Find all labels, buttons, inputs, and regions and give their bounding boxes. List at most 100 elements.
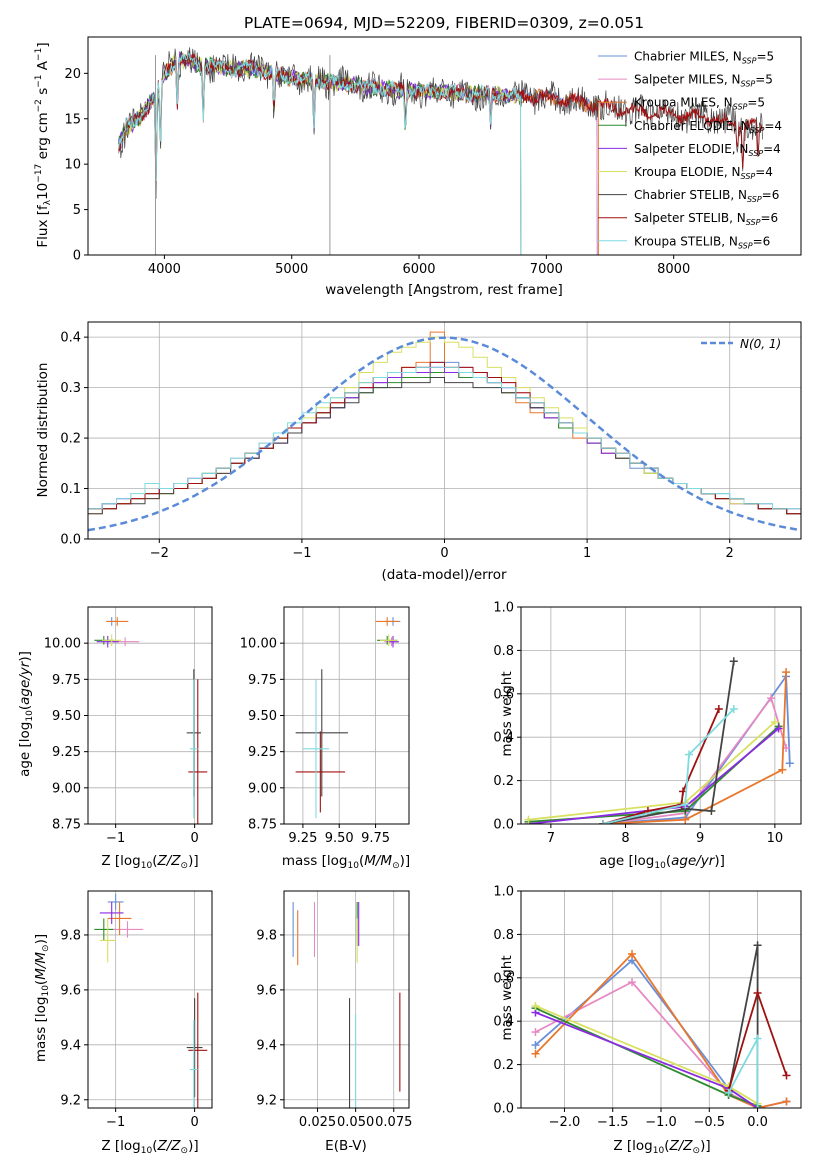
legend-label-km: Kroupa MILES, NSSP=5	[634, 96, 765, 112]
x-tick-label: 0.050	[337, 1115, 374, 1130]
y-tick-label: 10.00	[44, 637, 81, 652]
spectrum-legend: Chabrier MILES, NSSP=5 Salpeter MILES, NS…	[598, 50, 782, 250]
mass-weight-line-ss	[602, 708, 720, 824]
x-tick-label: 9.75	[361, 831, 390, 846]
gauss-legend-label: N(0, 1)	[740, 337, 781, 351]
y-tick-label: 0.4	[493, 1015, 514, 1030]
mwZ-ylabel: mass weight	[499, 955, 515, 1040]
x-tick-label: −1.0	[645, 1115, 677, 1130]
y-tick-label: 5	[73, 203, 81, 218]
histogram-ks	[88, 366, 801, 539]
y-tick-label: 9.6	[256, 983, 277, 998]
x-tick-label: −1	[292, 546, 311, 561]
y-tick-label: 9.00	[248, 781, 277, 796]
x-tick-label: 0.025	[299, 1115, 336, 1130]
ageZ-xlabel: Z [log10(Z/Z⊙)]	[101, 853, 198, 871]
age-vs-mass-panel: 9.25 9.50 9.75 8.75 9.00 9.25 9.50 9.75 10.00	[240, 606, 410, 846]
mwAge-ylabel: mass weight	[499, 671, 515, 756]
errorbar-group	[94, 893, 208, 1108]
y-tick-label: 0.0	[60, 533, 81, 548]
axes-frame	[283, 606, 410, 825]
legend-label-ce: Chabrier ELODIE, NSSP=4	[634, 119, 782, 135]
y-tick-label: 0.2	[493, 774, 514, 789]
gaussian-curve	[88, 336, 801, 532]
y-tick-label: 9.8	[60, 928, 81, 943]
x-tick-label: 10	[767, 831, 784, 846]
y-tick-label: 9.75	[52, 673, 81, 688]
errorbar-group	[94, 617, 208, 824]
legend-label-ks: Kroupa STELIB, NSSP=6	[634, 234, 770, 250]
mwAge-xlabel: age [log10(age/yr)]	[599, 853, 725, 871]
age-vs-Z-panel: −1 0 8.75 9.00 9.25 9.50 9.75 10.00	[44, 606, 213, 846]
legend-label-sm: Salpeter MILES, NSSP=5	[634, 73, 773, 89]
axes-frame	[87, 321, 802, 540]
massZ-ylabel: mass [log10(M/M⊙)]	[33, 934, 51, 1062]
axes-frame	[87, 606, 213, 825]
x-tick-label: 0	[440, 546, 448, 561]
legend-label-cs: Chabrier STELIB, NSSP=6	[634, 188, 779, 204]
histogram-group	[88, 331, 801, 539]
axes-frame	[87, 890, 213, 1109]
axes-frame	[87, 36, 802, 256]
axes-frame	[520, 606, 802, 825]
y-tick-label: 0.3	[60, 381, 81, 396]
y-tick-label: 8.75	[52, 818, 81, 833]
x-tick-label: 0.0	[747, 1115, 768, 1130]
x-tick-label: −1	[106, 831, 125, 846]
y-tick-label: 0	[73, 249, 81, 264]
y-tick-label: 0.8	[493, 928, 514, 943]
y-tick-label: 9.75	[248, 673, 277, 688]
mass-weight-vs-Z-panel: −2.0 −1.5 −1.0 −0.5 0.0 0.0 0.2 0.4 0.6 0.8 1.0	[493, 885, 802, 1130]
x-tick-label: 7	[547, 831, 555, 846]
residuals-legend: N(0, 1)	[701, 337, 781, 351]
y-tick-label: 0.1	[60, 482, 81, 497]
x-tick-label: −1	[106, 1115, 125, 1130]
y-tick-label: 15	[64, 112, 81, 127]
mass-vs-EBV-panel: 0.025 0.050 0.075 9.2 9.4 9.6 9.8	[256, 890, 412, 1130]
massZ-xlabel: Z [log10(Z/Z⊙)]	[101, 1138, 198, 1156]
y-tick-label: 0.2	[60, 432, 81, 447]
mass-weight-line-km	[603, 672, 787, 824]
legend-label-ke: Kroupa ELODIE, NSSP=4	[634, 165, 773, 181]
legend-label-cm: Chabrier MILES, NSSP=5	[634, 50, 774, 66]
spectrum-panel: 4000 5000 6000 7000 8000 0 5 10 15 20	[64, 36, 802, 277]
mass-weight-lines	[524, 657, 794, 824]
axes-frame	[283, 890, 410, 1109]
y-tick-label: 0.6	[493, 687, 514, 702]
x-tick-label: 0.075	[375, 1115, 412, 1130]
residuals-xlabel: (data-model)/error	[381, 567, 507, 583]
x-tick-label: −2	[150, 546, 169, 561]
x-tick-label: −1.5	[597, 1115, 629, 1130]
y-tick-label: 10	[64, 158, 81, 173]
mass-weight-line-cs	[602, 661, 735, 824]
y-tick-label: 9.50	[52, 709, 81, 724]
residuals-ylabel: Normed distribution	[35, 363, 51, 498]
y-tick-label: 0.0	[493, 818, 514, 833]
y-tick-label: 9.2	[60, 1093, 81, 1108]
mass-vs-Z-panel: −1 0 9.2 9.4 9.6 9.8	[60, 890, 213, 1130]
mass-weight-line-ke	[528, 721, 776, 821]
x-tick-label: 9.50	[325, 831, 354, 846]
x-tick-label: −0.5	[693, 1115, 725, 1130]
x-tick-label: 9	[696, 831, 704, 846]
y-tick-label: 9.00	[52, 781, 81, 796]
spectrum-xlabel: wavelength [Angstrom, rest frame]	[325, 282, 563, 298]
y-tick-label: 1.0	[493, 601, 514, 616]
y-tick-label: 9.50	[248, 709, 277, 724]
y-tick-label: 9.25	[52, 745, 81, 760]
mass-weight-lines	[531, 941, 791, 1108]
x-tick-label: 9.25	[288, 831, 317, 846]
mwZ-xlabel: Z [log10(Z/Z⊙)]	[613, 1138, 710, 1156]
y-tick-label: 9.2	[256, 1093, 277, 1108]
y-tick-label: 10.00	[240, 637, 277, 652]
mass-weight-line-ks	[602, 708, 735, 824]
y-tick-label: 9.4	[60, 1038, 81, 1053]
x-tick-label: 6000	[402, 262, 435, 277]
errorbar-group	[295, 617, 401, 819]
x-tick-label: 1	[583, 546, 591, 561]
spectrum-line-ks	[118, 52, 522, 255]
x-tick-label: 7000	[530, 262, 563, 277]
y-tick-label: 9.4	[256, 1038, 277, 1053]
y-tick-label: 9.6	[60, 983, 81, 998]
